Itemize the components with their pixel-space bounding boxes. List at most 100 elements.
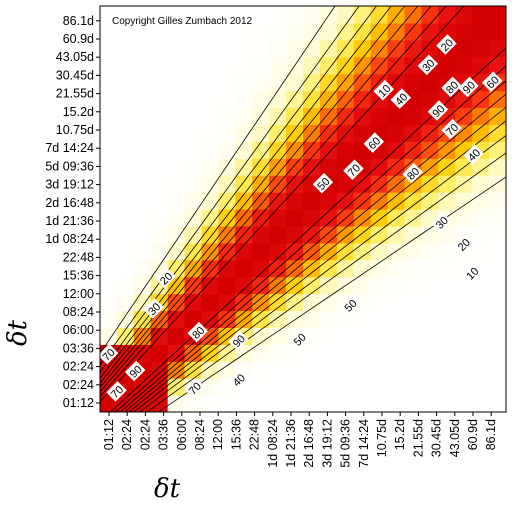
y-tick-label: 06:00 [63,323,94,337]
x-axis-title: δt [154,474,181,504]
heatmap-cell [472,39,490,58]
heatmap-cell [421,73,439,92]
y-tick-label: 15.2d [63,105,94,119]
heatmap-cell [201,395,220,412]
heatmap-cell [150,90,169,109]
heatmap-cell [133,107,152,126]
heatmap-cell [404,90,423,109]
heatmap-cell [218,158,236,176]
heatmap-cell [235,39,253,58]
heatmap-cell [336,310,355,329]
heatmap-cell [100,158,118,176]
heatmap-cell [133,209,152,227]
heatmap-cell [100,242,118,261]
heatmap-cell [286,39,304,58]
heatmap-cell [438,22,456,41]
heatmap-cell [455,378,473,396]
heatmap-cell [133,73,152,92]
heatmap-cell [438,310,456,329]
heatmap-cell [184,73,203,92]
heatmap-cell [421,141,439,159]
y-tick-label: 03:36 [63,341,94,355]
heatmap-cell [472,310,490,329]
contour-label-box [481,71,503,92]
heatmap-cell [455,344,473,362]
heatmap-cell [133,90,152,109]
heatmap-cell [438,56,456,75]
y-tick-label: 01:12 [63,396,94,410]
heatmap-cell [353,395,372,412]
heatmap-cell [387,361,406,379]
heatmap-cell [235,192,253,210]
heatmap-cell [404,39,423,58]
x-tick-label: 15:36 [229,419,243,450]
x-axis-title-text: δt [154,474,181,504]
heatmap-cell [133,378,152,396]
heatmap-cell [252,344,270,362]
heatmap-cell [387,107,406,126]
heatmap-cell [370,310,389,329]
heatmap-cell [353,327,372,345]
heatmap-cell [252,327,270,345]
heatmap-cell [116,39,135,58]
heatmap-cell [184,158,203,176]
heatmap-cell [489,225,506,244]
heatmap-cell [303,158,321,176]
heatmap-cells [100,6,506,412]
heatmap-cell [252,192,270,210]
x-tick-label: 7d 14:24 [357,419,371,468]
y-tick-label: 30.45d [56,68,94,82]
plot-frame [99,5,507,413]
heatmap-cell [218,73,236,92]
heatmap-cell [387,56,406,75]
heatmap-cell [100,73,118,92]
contour-line [100,6,432,393]
heatmap-cell [404,225,423,244]
heatmap-cell [218,192,236,210]
heatmap-cell [133,192,152,210]
heatmap-cell [303,141,321,159]
heatmap-cell [116,73,135,92]
heatmap-cell [404,6,423,24]
heatmap-cell [303,259,321,278]
heatmap-cell [472,124,490,142]
heatmap-cell [319,259,338,278]
heatmap-cell [235,242,253,261]
heatmap-cell [218,124,236,142]
heatmap-cell [303,378,321,396]
contour-line [146,152,506,412]
contour-label-box [427,100,449,121]
heatmap-cell [100,56,118,75]
heatmap-cell [184,39,203,58]
x-tick-label: 60.9d [466,419,480,450]
heatmap-cell [421,378,439,396]
heatmap-cell [218,276,236,295]
heatmap-cell [455,293,473,312]
contour-label-box [441,76,462,98]
x-tick-label: 3d 19:12 [320,419,334,468]
contour-label-box [373,79,395,101]
x-tick-label: 1d 21:36 [284,419,298,468]
heatmap-cell [100,90,118,109]
heatmap-cell [201,209,220,227]
contour-line [128,106,506,412]
heatmap-cell [438,225,456,244]
heatmap-cell [167,141,186,159]
heatmap-cell [286,259,304,278]
heatmap-cell [150,158,169,176]
x-tick-label: 22:48 [248,419,262,450]
heatmap-cell [404,310,423,329]
heatmap-cell [353,192,372,210]
heatmap-cell [370,158,389,176]
heatmap-cell [218,344,236,362]
heatmap-cell [319,56,338,75]
heatmap-cell [269,225,287,244]
heatmap-cell [286,141,304,159]
y-tick-label: 15:36 [63,269,94,283]
heatmap-cell [150,209,169,227]
heatmap-cell [286,293,304,312]
heatmap-cell [269,90,287,109]
heatmap-cell [387,39,406,58]
x-tick-label: 15.2d [393,419,407,450]
heatmap-cell [116,90,135,109]
